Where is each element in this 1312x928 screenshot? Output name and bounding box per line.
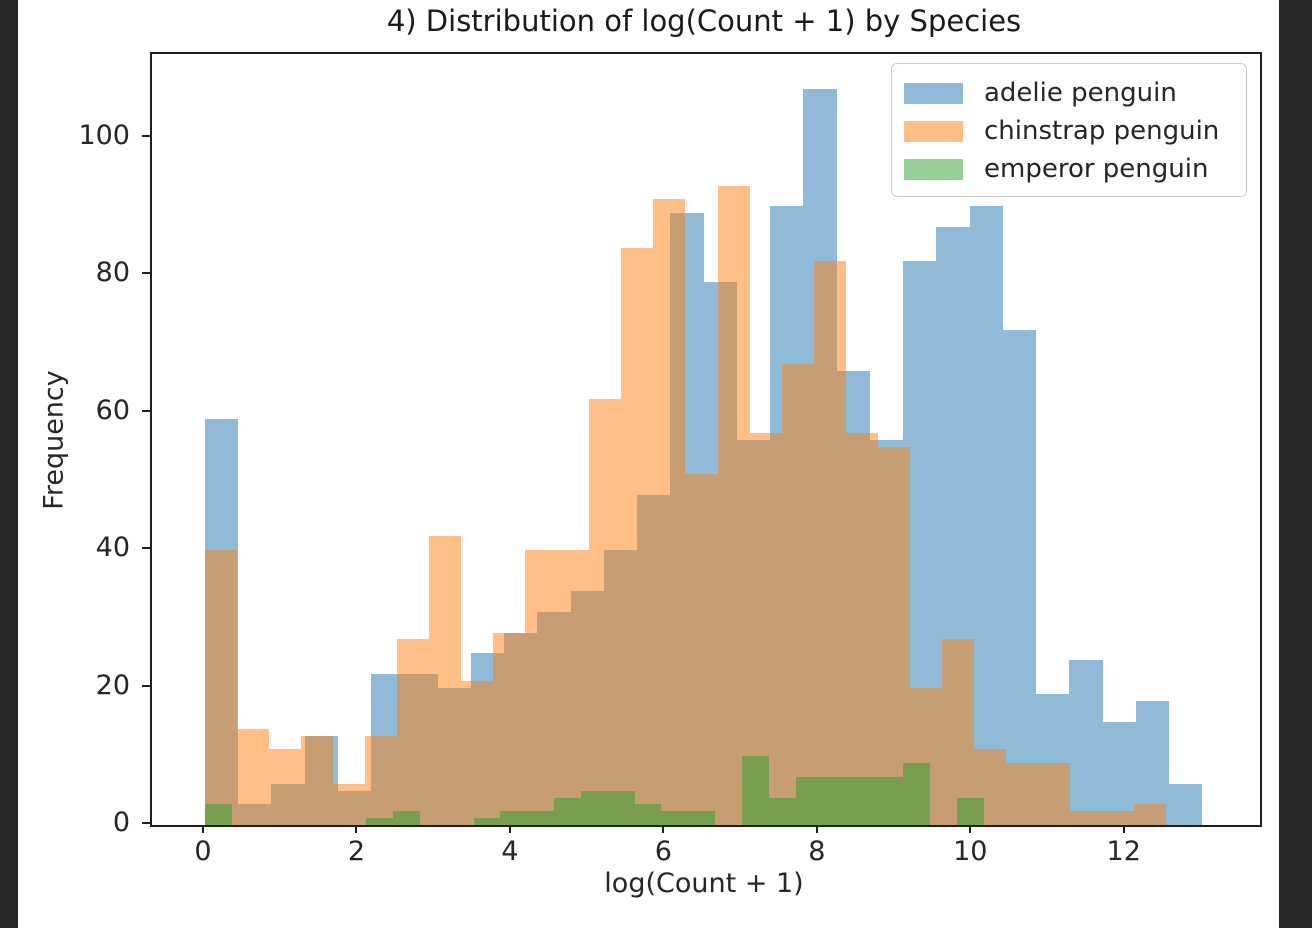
bar-emperor-16	[634, 804, 662, 825]
bar-emperor-17	[661, 811, 689, 825]
legend-item: chinstrap penguin	[904, 112, 1246, 150]
y-tick-mark	[142, 547, 150, 549]
bar-chinstrap-2	[269, 749, 302, 825]
bar-chinstrap-13	[621, 247, 654, 825]
bar-adelie-24	[1002, 330, 1037, 825]
bar-emperor-13	[554, 797, 581, 825]
bar-emperor-6	[366, 818, 393, 825]
y-tick-label: 0	[112, 807, 130, 838]
y-tick-mark	[142, 684, 150, 687]
legend-item: adelie penguin	[904, 74, 1246, 112]
bar-chinstrap-28	[1101, 811, 1134, 825]
y-tick-label: 60	[95, 394, 130, 426]
y-tick-label: 100	[78, 119, 130, 151]
y-tick-mark	[142, 272, 150, 275]
y-tick-label: 40	[95, 532, 130, 563]
bar-adelie-29	[1169, 783, 1203, 825]
bar-emperor-12	[527, 811, 555, 825]
bar-chinstrap-1	[236, 728, 269, 825]
window-border-right	[1279, 0, 1312, 928]
bar-adelie-27	[1102, 721, 1136, 825]
bar-chinstrap-19	[813, 261, 846, 825]
y-tick-mark	[142, 134, 150, 137]
bar-chinstrap-0	[204, 550, 237, 825]
bar-emperor-20	[742, 756, 769, 825]
legend-item: emperor penguin	[904, 150, 1246, 188]
bar-chinstrap-29	[1133, 804, 1166, 825]
y-tick-mark	[142, 409, 150, 412]
legend: adelie penguin chinstrap penguin emperor…	[891, 63, 1247, 197]
bar-chinstrap-26	[1037, 763, 1070, 825]
x-tick-mark	[201, 825, 204, 833]
legend-label: chinstrap penguin	[984, 116, 1220, 146]
bar-emperor-18	[688, 811, 716, 825]
bar-emperor-7	[392, 811, 420, 825]
bar-adelie-23	[969, 206, 1003, 825]
bar-chinstrap-15	[685, 474, 718, 825]
x-tick-label: 4	[501, 836, 519, 867]
chart-title: 4) Distribution of log(Count + 1) by Spe…	[386, 4, 1022, 38]
bar-chinstrap-11	[557, 550, 590, 825]
bar-chinstrap-10	[525, 550, 558, 825]
legend-label: adelie penguin	[984, 78, 1177, 108]
x-tick-label: 10	[953, 836, 988, 867]
bar-chinstrap-23	[941, 639, 974, 825]
bar-emperor-0	[204, 804, 232, 825]
bar-chinstrap-4	[333, 783, 366, 825]
x-tick-mark	[969, 825, 972, 833]
bar-emperor-25	[876, 776, 904, 825]
x-tick-label: 8	[808, 836, 826, 867]
bar-chinstrap-18	[781, 364, 814, 825]
y-axis-label: Frequency	[38, 370, 70, 510]
y-tick-label: 80	[95, 257, 130, 289]
bar-emperor-26	[903, 763, 931, 825]
x-tick-mark	[662, 825, 665, 833]
bar-chinstrap-16	[717, 185, 750, 825]
x-tick-label: 0	[194, 836, 212, 867]
bar-chinstrap-5	[365, 735, 398, 825]
bar-chinstrap-14	[653, 199, 686, 825]
bar-chinstrap-9	[493, 632, 526, 825]
x-tick-mark	[1122, 825, 1125, 833]
bar-adelie-26	[1069, 660, 1103, 825]
bar-chinstrap-20	[845, 433, 878, 825]
x-tick-label: 2	[347, 836, 365, 867]
x-tick-mark	[508, 825, 511, 833]
x-tick-mark	[815, 825, 818, 833]
y-tick-label: 20	[95, 669, 130, 701]
bar-chinstrap-3	[301, 735, 334, 825]
bar-adelie-28	[1135, 701, 1170, 825]
x-axis-label: log(Count + 1)	[604, 868, 804, 899]
bar-emperor-14	[580, 790, 608, 825]
x-tick-label: 6	[654, 836, 672, 867]
legend-swatch-emperor	[904, 158, 963, 180]
bar-emperor-28	[956, 797, 984, 825]
bar-chinstrap-12	[589, 398, 622, 825]
x-tick-label: 12	[1106, 836, 1141, 867]
bar-chinstrap-7	[429, 536, 462, 825]
bar-emperor-23	[822, 776, 850, 825]
window-border-left	[0, 0, 18, 928]
bar-emperor-10	[473, 818, 501, 825]
bar-emperor-21	[768, 797, 796, 825]
legend-swatch-chinstrap	[904, 120, 963, 142]
bar-chinstrap-8	[461, 680, 494, 825]
bar-emperor-15	[607, 790, 635, 825]
legend-swatch-adelie	[904, 82, 963, 104]
bar-chinstrap-25	[1005, 763, 1038, 825]
bar-emperor-24	[849, 776, 877, 825]
bar-chinstrap-6	[397, 639, 430, 825]
legend-label: emperor penguin	[984, 154, 1209, 184]
bar-chinstrap-21	[877, 446, 910, 825]
y-tick-mark	[142, 822, 150, 824]
bar-emperor-22	[795, 776, 823, 825]
bar-chinstrap-27	[1069, 811, 1102, 825]
bar-emperor-11	[500, 811, 528, 825]
x-tick-mark	[355, 825, 358, 833]
